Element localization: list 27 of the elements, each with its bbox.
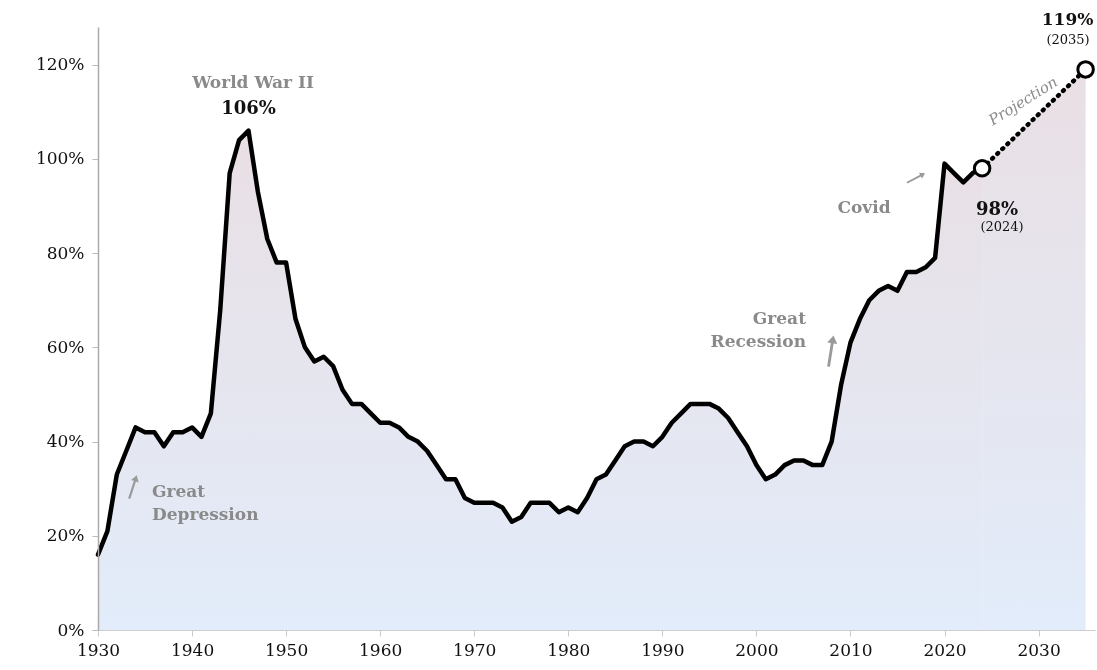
x-tick-label: 1970: [453, 639, 497, 660]
annotation: Great Recession: [710, 308, 807, 351]
y-tick-label: 100%: [35, 148, 85, 169]
x-tick-label: 1930: [76, 639, 121, 660]
annotation: Great Depression: [152, 481, 259, 524]
x-tick-label: 2000: [735, 639, 779, 660]
x-tick-label: 1960: [359, 639, 403, 660]
x-tick-label: 1980: [547, 639, 591, 660]
y-tick-label: 0%: [57, 619, 85, 640]
y-tick-label: 80%: [46, 242, 85, 263]
y-tick-label: 20%: [46, 525, 85, 546]
annotation: 106%: [221, 96, 276, 118]
x-tick-label: 1990: [641, 639, 685, 660]
x-tick-label: 1940: [170, 639, 215, 660]
x-tick-label: 1950: [264, 639, 309, 660]
annotation: (2035): [1046, 32, 1090, 47]
y-tick-label: 60%: [46, 336, 85, 357]
x-tick-label: 2010: [829, 639, 873, 660]
annotation: 119%: [1041, 9, 1094, 30]
y-tick-label: 40%: [46, 431, 85, 452]
annotation: 98%: [976, 198, 1019, 220]
annotation: World War II: [191, 72, 314, 92]
x-tick-label: 2020: [923, 639, 967, 660]
annotation: Covid: [837, 197, 891, 217]
annotation: (2024): [980, 219, 1024, 234]
x-tick-label: 2030: [1017, 639, 1061, 660]
y-tick-label: 120%: [35, 54, 85, 75]
